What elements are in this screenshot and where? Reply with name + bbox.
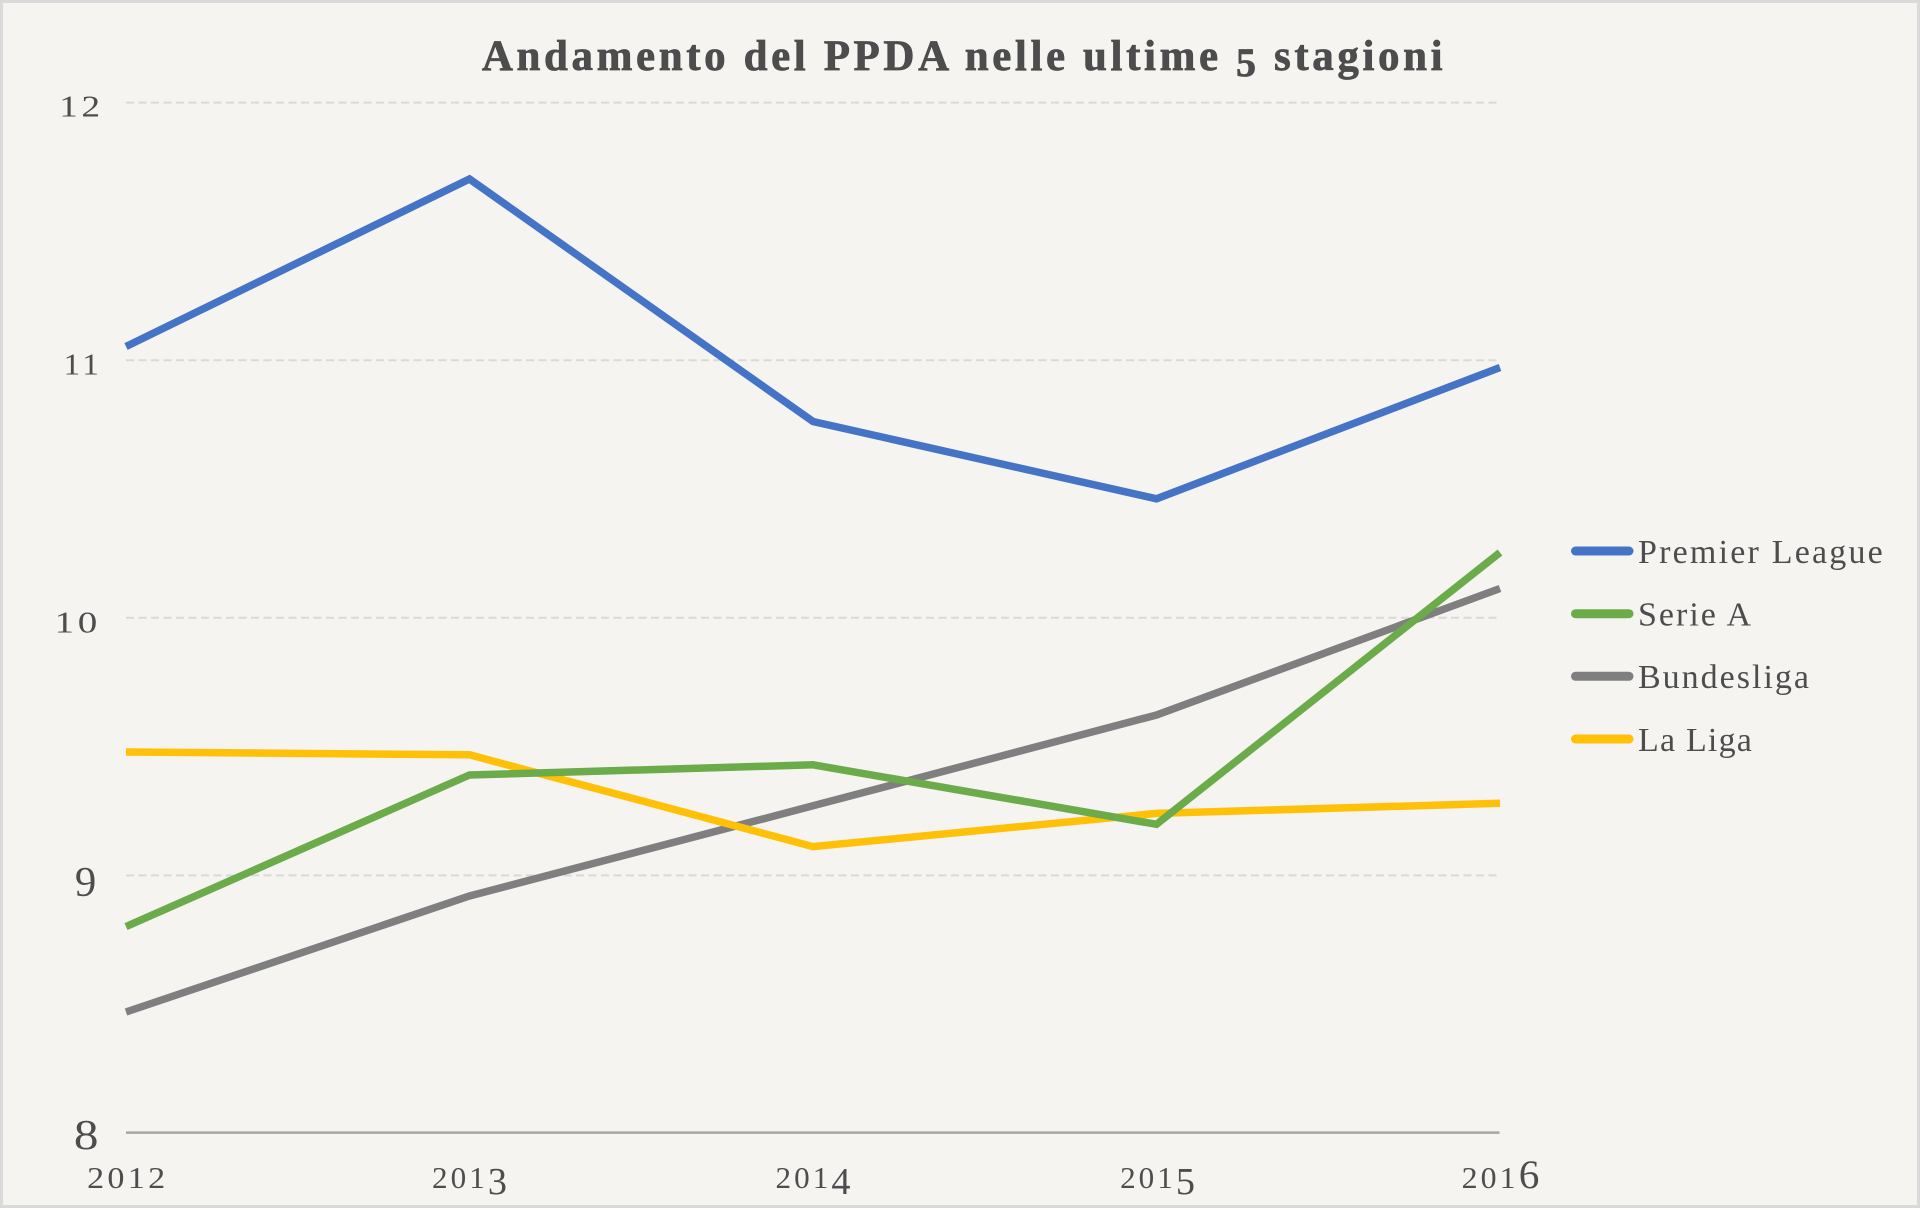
svg-text:10: 10 bbox=[54, 605, 101, 639]
svg-text:La Liga: La Liga bbox=[1638, 722, 1753, 759]
svg-text:12: 12 bbox=[59, 90, 103, 124]
svg-text:Premier League: Premier League bbox=[1638, 534, 1885, 571]
svg-text:2016: 2016 bbox=[1462, 1153, 1543, 1197]
svg-text:Bundesliga: Bundesliga bbox=[1638, 659, 1811, 696]
svg-text:11: 11 bbox=[64, 346, 103, 381]
svg-text:9: 9 bbox=[75, 859, 99, 906]
svg-text:8: 8 bbox=[74, 1111, 102, 1158]
svg-text:2014: 2014 bbox=[776, 1160, 854, 1203]
svg-text:2012: 2012 bbox=[87, 1161, 168, 1195]
svg-text:Serie A: Serie A bbox=[1638, 597, 1753, 634]
svg-text:Andamento del PPDA nelle ultim: Andamento del PPDA nelle ultime 5 stagio… bbox=[482, 33, 1446, 85]
